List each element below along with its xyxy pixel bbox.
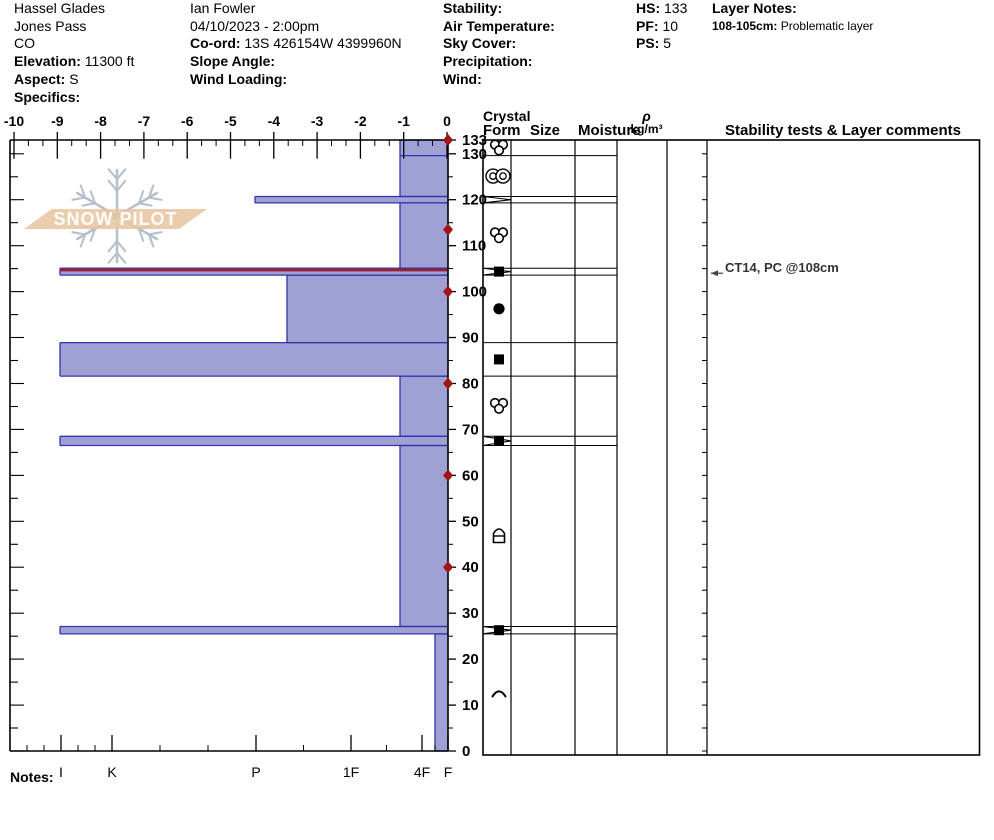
- svg-text:20: 20: [462, 651, 479, 668]
- svg-text:0: 0: [443, 113, 451, 129]
- svg-text:1F: 1F: [343, 764, 359, 780]
- svg-text:P: P: [251, 764, 260, 780]
- svg-text:-6: -6: [181, 113, 194, 129]
- svg-text:60: 60: [462, 467, 479, 484]
- svg-text:-5: -5: [224, 113, 237, 129]
- svg-text:SNOW PILOT: SNOW PILOT: [54, 209, 178, 229]
- svg-text:F: F: [444, 764, 453, 780]
- svg-text:4F: 4F: [414, 764, 430, 780]
- svg-text:-10: -10: [4, 113, 24, 129]
- svg-text:70: 70: [462, 421, 479, 438]
- svg-text:80: 80: [462, 376, 479, 393]
- svg-text:30: 30: [462, 605, 479, 622]
- svg-text:K: K: [107, 764, 117, 780]
- svg-text:-9: -9: [51, 113, 64, 129]
- svg-text:0: 0: [462, 743, 470, 760]
- svg-text:-4: -4: [268, 113, 281, 129]
- svg-text:40: 40: [462, 559, 479, 576]
- svg-text:50: 50: [462, 513, 479, 530]
- svg-text:-7: -7: [138, 113, 151, 129]
- svg-text:10: 10: [462, 697, 479, 714]
- svg-text:-3: -3: [311, 113, 324, 129]
- svg-text:90: 90: [462, 330, 479, 347]
- svg-text:-2: -2: [354, 113, 367, 129]
- svg-text:I: I: [59, 764, 63, 780]
- svg-text:-8: -8: [94, 113, 107, 129]
- svg-text:-1: -1: [397, 113, 410, 129]
